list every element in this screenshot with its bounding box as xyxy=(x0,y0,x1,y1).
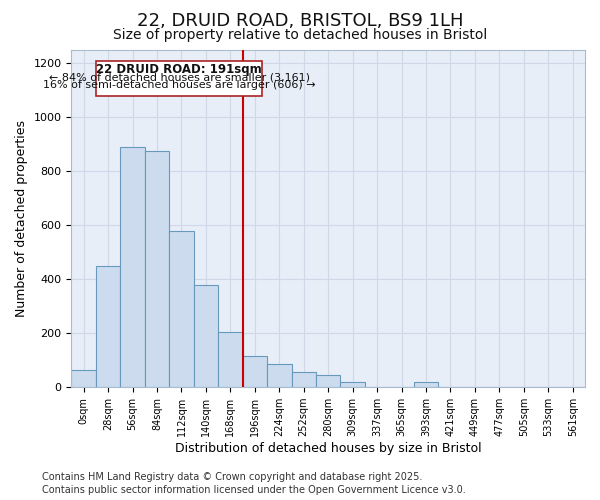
Text: 16% of semi-detached houses are larger (606) →: 16% of semi-detached houses are larger (… xyxy=(43,80,316,90)
Y-axis label: Number of detached properties: Number of detached properties xyxy=(15,120,28,317)
Bar xyxy=(218,332,242,387)
Text: 22, DRUID ROAD, BRISTOL, BS9 1LH: 22, DRUID ROAD, BRISTOL, BS9 1LH xyxy=(137,12,463,30)
Bar xyxy=(316,375,340,387)
Bar xyxy=(340,382,365,387)
Bar xyxy=(292,372,316,387)
Bar xyxy=(267,364,292,387)
Text: 22 DRUID ROAD: 191sqm: 22 DRUID ROAD: 191sqm xyxy=(96,64,262,76)
Bar xyxy=(71,370,96,387)
Bar xyxy=(169,231,194,387)
Bar xyxy=(145,151,169,387)
FancyBboxPatch shape xyxy=(96,61,262,96)
Text: Contains HM Land Registry data © Crown copyright and database right 2025.: Contains HM Land Registry data © Crown c… xyxy=(42,472,422,482)
Bar xyxy=(414,382,438,387)
Text: ← 84% of detached houses are smaller (3,161): ← 84% of detached houses are smaller (3,… xyxy=(49,72,310,82)
Bar xyxy=(242,356,267,387)
Text: Size of property relative to detached houses in Bristol: Size of property relative to detached ho… xyxy=(113,28,487,42)
Bar xyxy=(121,147,145,387)
X-axis label: Distribution of detached houses by size in Bristol: Distribution of detached houses by size … xyxy=(175,442,482,455)
Bar xyxy=(96,266,121,387)
Bar xyxy=(194,284,218,387)
Text: Contains public sector information licensed under the Open Government Licence v3: Contains public sector information licen… xyxy=(42,485,466,495)
